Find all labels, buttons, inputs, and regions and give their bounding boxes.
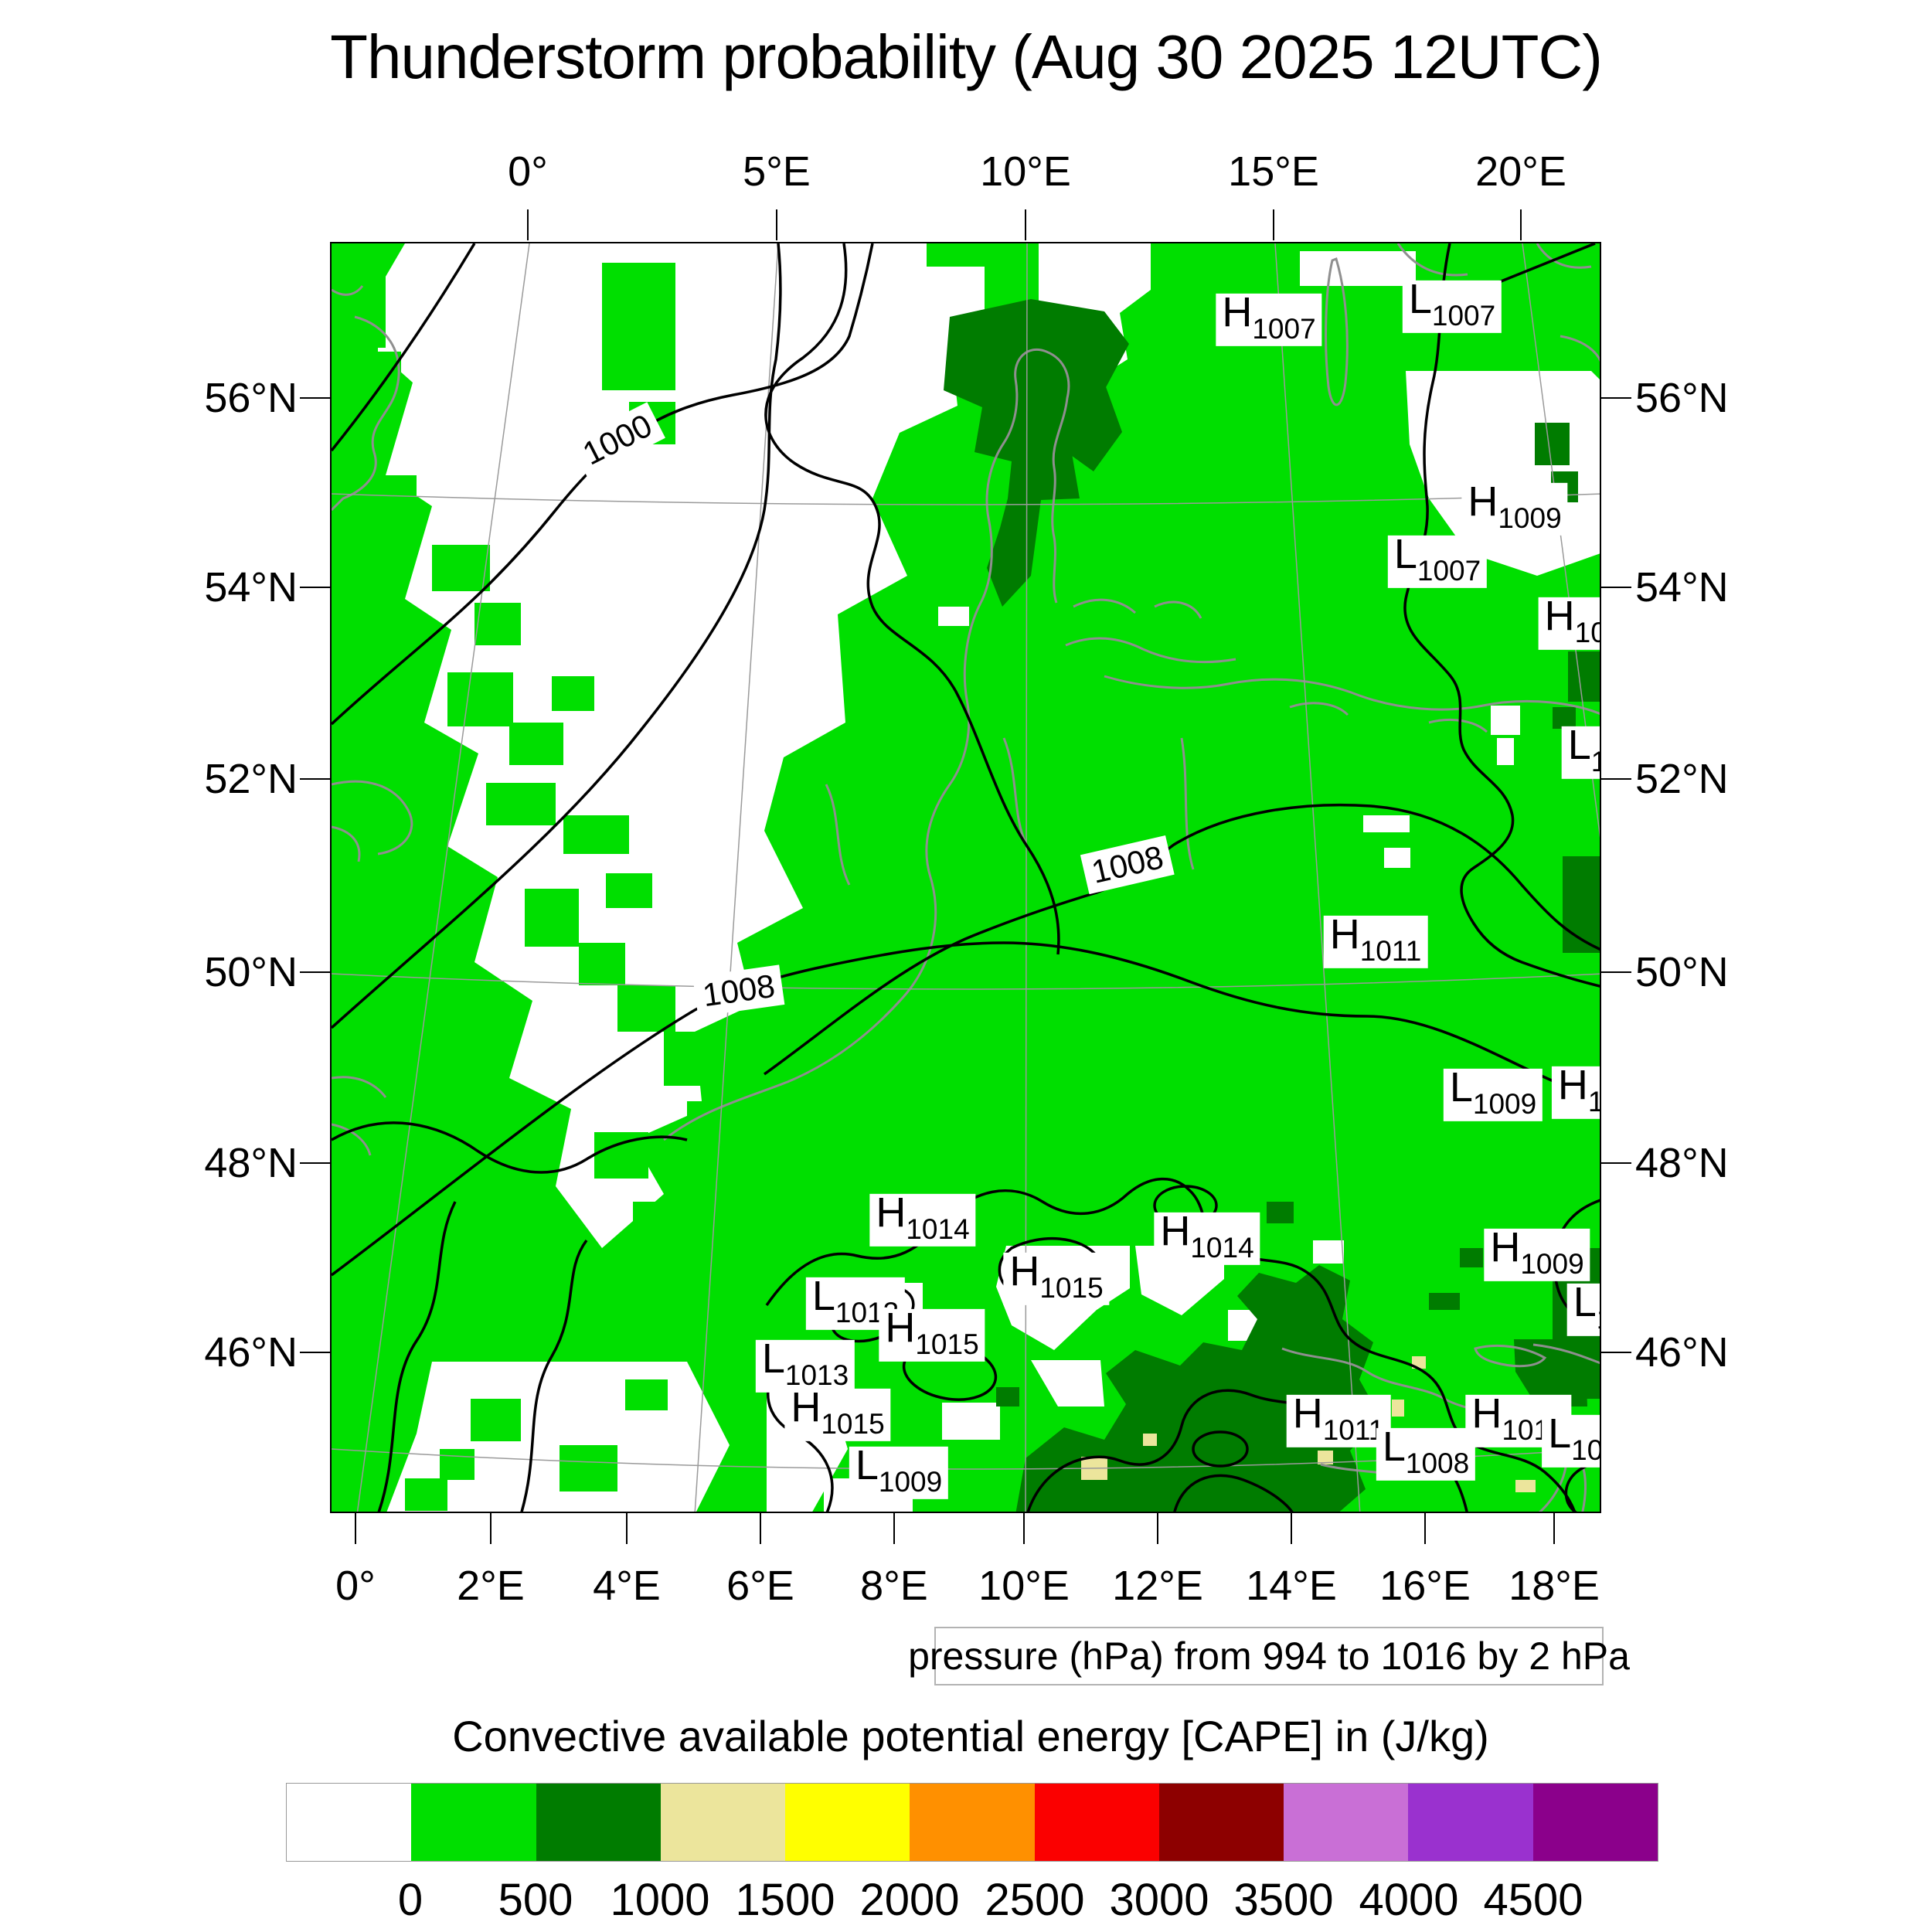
pressure-center-label: L1008: [1376, 1426, 1476, 1481]
colorbar-tick: 1000: [610, 1875, 710, 1925]
axis-label-bottom: 18°E: [1509, 1563, 1600, 1609]
axis-label-left: 56°N: [204, 375, 298, 421]
pressure-center-label: H1007: [1216, 291, 1322, 347]
axis-label-right: 46°N: [1635, 1329, 1729, 1376]
axis-label-bottom: 8°E: [860, 1563, 928, 1609]
axis-label-bottom: 0°: [335, 1563, 376, 1609]
pressure-center-label: H1009: [1461, 481, 1568, 536]
axis-label-left: 52°N: [204, 756, 298, 802]
colorbar-segment: [1034, 1784, 1159, 1861]
colorbar-segment: [660, 1784, 786, 1861]
colorbar-tick: 4000: [1359, 1875, 1459, 1925]
page-title: Thunderstorm probability (Aug 30 2025 12…: [330, 22, 1603, 91]
axis-label-top: 15°E: [1228, 148, 1319, 195]
colorbar-segment: [1284, 1784, 1409, 1861]
axis-label-right: 54°N: [1635, 564, 1729, 611]
map-canvas: [332, 243, 1600, 1512]
colorbar-title: Convective available potential energy [C…: [452, 1712, 1489, 1760]
colorbar-segment: [1158, 1784, 1284, 1861]
cape-colorbar: [286, 1783, 1658, 1862]
axis-label-left: 46°N: [204, 1329, 298, 1376]
axis-label-left: 54°N: [204, 564, 298, 611]
pressure-center-label: H100: [1538, 595, 1600, 651]
pressure-center-label: H1014: [869, 1192, 976, 1247]
colorbar-segment: [411, 1784, 536, 1861]
pressure-center-label: H1014: [1154, 1210, 1260, 1266]
axis-label-right: 50°N: [1635, 949, 1729, 995]
pressure-contour-note: pressure (hPa) from 994 to 1016 by 2 hPa: [908, 1627, 1630, 1685]
pressure-center-label: L1013: [755, 1338, 855, 1393]
colorbar-segment: [287, 1784, 412, 1861]
pressure-center-label: L1009: [1443, 1066, 1543, 1122]
colorbar-segment: [1408, 1784, 1533, 1861]
map-panel: 1000 1008 1008 H1007 L1007 H1009 L1007 H…: [330, 242, 1601, 1513]
colorbar-tick: 500: [498, 1875, 573, 1925]
colorbar-segment: [910, 1784, 1035, 1861]
axis-label-left: 48°N: [204, 1140, 298, 1186]
colorbar-segment: [1532, 1784, 1658, 1861]
cape-low-patches: [332, 263, 749, 1511]
pressure-center-label: L1: [1561, 724, 1600, 780]
axis-label-right: 56°N: [1635, 375, 1729, 421]
colorbar-tick: 4500: [1483, 1875, 1583, 1925]
axis-label-bottom: 14°E: [1246, 1563, 1337, 1609]
axis-label-top: 5°E: [743, 148, 811, 195]
axis-label-right: 48°N: [1635, 1140, 1729, 1186]
pressure-center-label: L1009: [849, 1444, 949, 1500]
axis-label-bottom: 6°E: [726, 1563, 794, 1609]
pressure-center-label: H1015: [879, 1307, 985, 1362]
axis-label-right: 52°N: [1635, 756, 1729, 802]
colorbar-tick: 2000: [859, 1875, 960, 1925]
pressure-center-label: L1007: [1402, 278, 1502, 334]
axis-label-top: 20°E: [1475, 148, 1566, 195]
axis-label-top: 0°: [508, 148, 548, 195]
axis-label-bottom: 16°E: [1379, 1563, 1471, 1609]
pressure-center-label: H1009: [1484, 1226, 1590, 1282]
axis-label-bottom: 4°E: [593, 1563, 661, 1609]
colorbar-segment: [785, 1784, 910, 1861]
colorbar-tick: 2500: [985, 1875, 1085, 1925]
pressure-contours: [332, 243, 1600, 1512]
axis-label-bottom: 10°E: [978, 1563, 1070, 1609]
pressure-center-label: L1: [1566, 1281, 1600, 1337]
axis-label-bottom: 12°E: [1112, 1563, 1203, 1609]
pressure-center-label: L1007: [1387, 533, 1488, 589]
cape-mid-regions: [944, 299, 1600, 1512]
pressure-center-label: H1015: [784, 1386, 891, 1442]
pressure-center-label: H1015: [1003, 1250, 1110, 1306]
axis-label-bottom: 2°E: [457, 1563, 525, 1609]
pressure-center-label: L100: [1542, 1413, 1600, 1468]
coastlines: [332, 243, 1600, 1512]
colorbar-tick: 0: [397, 1875, 423, 1925]
pressure-center-label: H1011: [1286, 1393, 1391, 1448]
colorbar-tick: 1500: [735, 1875, 835, 1925]
pressure-center-label: H1011: [1323, 913, 1428, 969]
colorbar-tick: 3500: [1233, 1875, 1334, 1925]
colorbar-tick: 3000: [1109, 1875, 1209, 1925]
pressure-center-label: H10: [1551, 1064, 1600, 1120]
colorbar-segment: [536, 1784, 661, 1861]
axis-label-left: 50°N: [204, 949, 298, 995]
axis-label-top: 10°E: [980, 148, 1071, 195]
